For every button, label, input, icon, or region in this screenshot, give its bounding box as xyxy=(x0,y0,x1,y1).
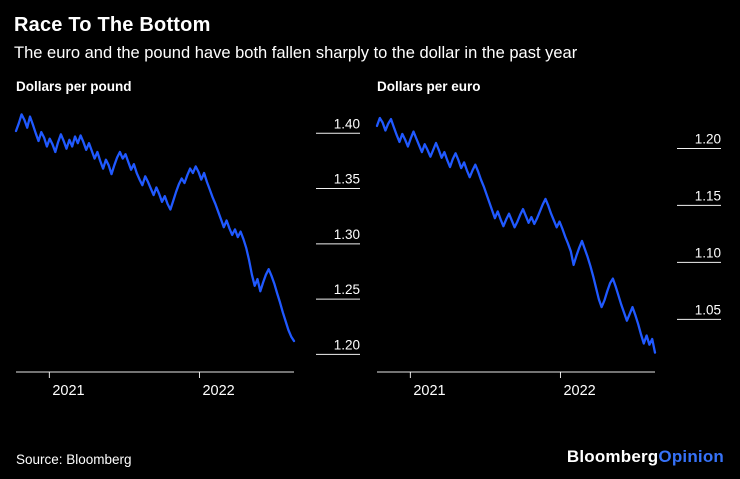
svg-text:1.40: 1.40 xyxy=(334,116,360,131)
svg-text:2021: 2021 xyxy=(413,383,445,399)
svg-text:2021: 2021 xyxy=(52,383,84,399)
chart-canvas-euro: 1.20 1.15 1.10 1.05 2021 2022 xyxy=(375,116,721,399)
chart-euro: Dollars per euro 1.20 1.15 1.10 1.05 2021 202… xyxy=(375,79,727,404)
logo-opinion-text: Opinion xyxy=(658,447,724,466)
charts-row: Dollars per pound 1.40 1.35 1.30 1.25 1.20 20… xyxy=(14,79,726,404)
svg-text:1.05: 1.05 xyxy=(695,302,721,317)
svg-text:2022: 2022 xyxy=(563,383,595,399)
page-subtitle: The euro and the pound have both fallen … xyxy=(14,44,578,62)
chart-pound: Dollars per pound 1.40 1.35 1.30 1.25 1.20 20… xyxy=(14,79,366,404)
svg-text:1.35: 1.35 xyxy=(334,172,360,187)
svg-text:1.25: 1.25 xyxy=(334,282,360,297)
svg-text:1.20: 1.20 xyxy=(334,337,360,352)
footer: Source: Bloomberg BloombergOpinion xyxy=(16,447,724,467)
svg-text:1.15: 1.15 xyxy=(695,188,721,203)
source-label: Source: Bloomberg xyxy=(16,452,132,467)
svg-text:2022: 2022 xyxy=(202,383,234,399)
bloomberg-opinion-logo: BloombergOpinion xyxy=(567,447,724,467)
chart-title-pound: Dollars per pound xyxy=(16,79,132,94)
svg-text:1.10: 1.10 xyxy=(695,245,721,260)
svg-text:1.20: 1.20 xyxy=(695,131,721,146)
chart-title-euro: Dollars per euro xyxy=(377,79,481,94)
svg-text:1.30: 1.30 xyxy=(334,227,360,242)
chart-canvas-pound: 1.40 1.35 1.30 1.25 1.20 2021 2022 xyxy=(14,113,360,399)
page-title: Race To The Bottom xyxy=(14,14,211,36)
logo-bloomberg-text: Bloomberg xyxy=(566,447,659,466)
